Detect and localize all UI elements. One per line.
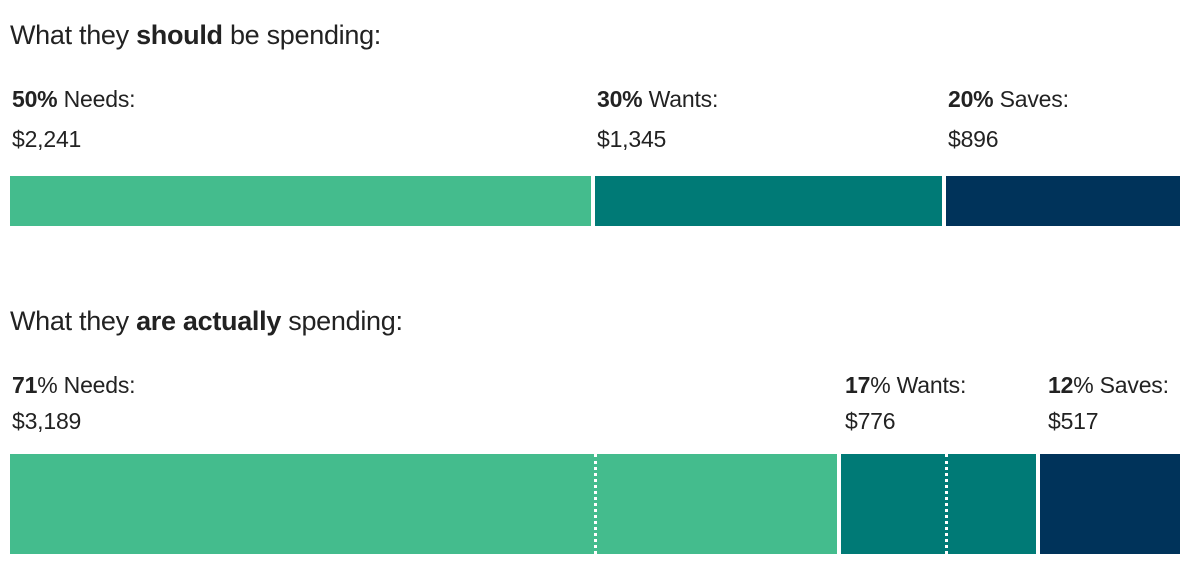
chart-2-wants-pct-num: 17	[845, 372, 871, 398]
chart-2-needs-label: 71% Needs:	[12, 372, 136, 399]
chart-2-saves-label: 12% Saves:	[1048, 372, 1169, 399]
chart-1-saves-pct: 20%	[948, 86, 994, 112]
chart-1-bar-segment-saves	[946, 176, 1180, 226]
chart-2-saves-amount: $517	[1048, 408, 1099, 434]
chart-2-title-post: spending:	[288, 306, 403, 336]
chart-1-saves-name: Saves:	[999, 86, 1069, 112]
chart-1-stacked-bar	[10, 176, 1180, 226]
chart-1-saves-label: 20% Saves:	[948, 86, 1069, 113]
chart-1-wants-amount: $1,345	[597, 126, 667, 152]
chart-2-reference-line-1	[594, 454, 597, 554]
chart-2-title-pre: What they	[10, 306, 129, 336]
chart-2-reference-line-2	[945, 454, 948, 554]
chart-2-saves-name: Saves:	[1099, 372, 1169, 398]
chart-1-title-bold: should	[136, 20, 223, 50]
chart-1-needs-amount: $2,241	[12, 126, 82, 152]
chart-1-wants-name: Wants:	[648, 86, 719, 112]
chart-2-needs-pct-num: 71	[12, 372, 38, 398]
chart-1-bar-segment-needs	[10, 176, 591, 226]
chart-2-needs-name: Needs:	[63, 372, 136, 398]
chart-2-wants-name: Wants:	[896, 372, 967, 398]
chart-2-needs-amount: $3,189	[12, 408, 82, 434]
chart-2-bar-segment-saves	[1039, 454, 1180, 554]
chart-2-wants-pct-sign: %	[870, 372, 891, 398]
chart-2-saves-pct-num: 12	[1048, 372, 1074, 398]
chart-2-wants-amount: $776	[845, 408, 896, 434]
chart-2-title: What they are actually spending:	[10, 306, 403, 337]
chart-2-wants-label: 17% Wants:	[845, 372, 966, 399]
chart-1-needs-name: Needs:	[63, 86, 136, 112]
chart-2-stacked-bar	[10, 454, 1180, 554]
chart-1-title-post: be spending:	[229, 20, 381, 50]
chart-1-bar-segment-wants	[595, 176, 942, 226]
chart-2-bar-segment-wants	[840, 454, 1036, 554]
chart-2-title-bold: are actually	[136, 306, 282, 336]
chart-2-needs-pct-sign: %	[37, 372, 58, 398]
chart-2-bar-segment-needs	[10, 454, 837, 554]
chart-1-wants-pct: 30%	[597, 86, 643, 112]
chart-1-saves-amount: $896	[948, 126, 999, 152]
chart-1-title-pre: What they	[10, 20, 129, 50]
chart-1-needs-label: 50% Needs:	[12, 86, 136, 113]
chart-1-title: What they should be spending:	[10, 20, 381, 51]
chart-2-saves-pct-sign: %	[1073, 372, 1094, 398]
chart-1-needs-pct: 50%	[12, 86, 58, 112]
chart-1-wants-label: 30% Wants:	[597, 86, 718, 113]
